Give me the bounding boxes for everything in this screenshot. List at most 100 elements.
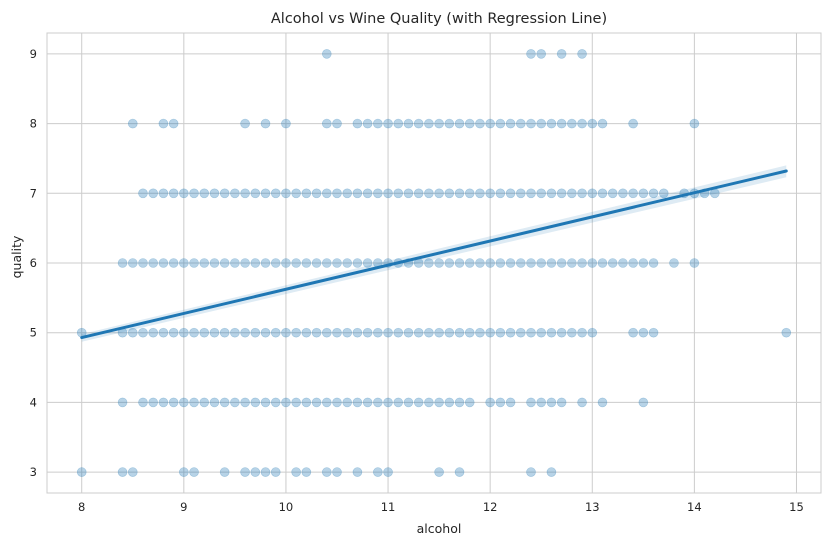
y-tick-labels: 3 4 5 6 7 8 9 [30, 47, 37, 479]
scatter-point-43 [168, 188, 179, 199]
scatter-point-55 [291, 188, 301, 199]
scatter-point-73 [475, 188, 485, 199]
scatter-point-146 [628, 258, 638, 268]
scatter-point-17 [393, 118, 404, 129]
scatter-point-227 [373, 397, 383, 408]
plot-frame [46, 32, 822, 494]
scatter-point-22 [444, 118, 455, 129]
scatter-point-258 [301, 467, 312, 477]
scatter-point-164 [240, 327, 250, 338]
scatter-point-52 [260, 188, 271, 199]
scatter-point-205 [148, 397, 158, 408]
x-tick-label-1: 9 [180, 500, 187, 514]
scatter-point-254 [250, 467, 261, 477]
scatter-point-53 [270, 188, 281, 199]
scatter-point-27 [495, 118, 506, 129]
scatter-point-103 [189, 258, 199, 268]
scatter-point-188 [485, 327, 495, 338]
x-tick-labels: 8 9 10 11 12 13 14 15 [78, 500, 804, 514]
scatter-point-132 [485, 258, 495, 268]
scatter-point-222 [321, 397, 332, 408]
scatter-point-186 [464, 327, 475, 338]
scatter-point-209 [189, 397, 199, 408]
scatter-point-267 [546, 467, 557, 477]
regression-line-layer [80, 169, 788, 340]
scatter-point-88 [628, 188, 638, 199]
scatter-point-182 [424, 327, 434, 338]
scatter-point-30 [526, 118, 536, 129]
scatter-point-191 [515, 327, 526, 338]
scatter-point-237 [485, 397, 495, 408]
scatter-point-2 [536, 49, 547, 59]
scatter-point-33 [556, 118, 567, 129]
scatter-point-245 [597, 397, 608, 408]
scatter-point-193 [536, 327, 547, 338]
scatter-point-167 [270, 327, 281, 338]
scatter-point-221 [311, 397, 322, 408]
scatter-point-35 [577, 118, 587, 129]
scatter-point-183 [434, 327, 444, 338]
scatter-point-65 [393, 188, 404, 199]
scatter-point-162 [219, 327, 230, 338]
scatter-point-249 [127, 467, 138, 477]
scatter-point-58 [321, 188, 332, 199]
scatter-point-212 [219, 397, 230, 408]
scatter-point-168 [281, 327, 291, 338]
scatter-point-196 [567, 327, 577, 338]
scatter-point-158 [179, 327, 189, 338]
scatter-point-238 [495, 397, 506, 408]
scatter-point-61 [352, 188, 363, 199]
scatter-point-145 [618, 258, 628, 268]
scatter-point-105 [209, 258, 220, 268]
scatter-point-137 [536, 258, 547, 268]
scatter-point-198 [587, 327, 598, 338]
scatter-point-59 [332, 188, 342, 199]
scatter-point-69 [434, 188, 444, 199]
scatter-point-244 [577, 397, 587, 408]
chart-title: Alcohol vs Wine Quality (with Regression… [271, 11, 607, 27]
scatter-point-26 [485, 118, 495, 129]
scatter-point-12 [332, 118, 342, 129]
scatter-point-129 [454, 258, 465, 268]
scatter-point-87 [618, 188, 628, 199]
scatter-point-96 [117, 258, 128, 268]
x-tick-label-3: 11 [381, 500, 396, 514]
scatter-point-111 [270, 258, 281, 268]
scatter-point-135 [515, 258, 526, 268]
scatter-point-38 [628, 118, 638, 129]
scatter-point-232 [424, 397, 434, 408]
scatter-point-82 [567, 188, 577, 199]
scatter-point-128 [444, 258, 455, 268]
scatter-point-66 [403, 188, 414, 199]
x-tick-label-5: 13 [585, 500, 600, 514]
scatter-point-215 [250, 397, 261, 408]
scatter-point-179 [393, 327, 404, 338]
scatter-point-133 [495, 258, 506, 268]
scatter-point-6 [158, 118, 169, 129]
scatter-point-110 [260, 258, 271, 268]
scatter-point-104 [199, 258, 210, 268]
y-tick-label-4: 7 [30, 186, 37, 200]
scatter-point-10 [281, 118, 291, 129]
x-tick-label-2: 10 [279, 500, 294, 514]
scatter-point-214 [240, 397, 250, 408]
scatter-point-127 [434, 258, 444, 268]
scatter-point-102 [179, 258, 189, 268]
scatter-point-156 [158, 327, 169, 338]
scatter-point-78 [526, 188, 536, 199]
scatter-point-141 [577, 258, 587, 268]
scatter-point-233 [434, 397, 444, 408]
scatter-point-201 [648, 327, 659, 338]
scatter-point-118 [342, 258, 353, 268]
scatter-point-263 [383, 467, 393, 477]
scatter-point-36 [587, 118, 598, 129]
scatter-point-120 [362, 258, 373, 268]
scatter-point-213 [230, 397, 240, 408]
scatter-point-77 [515, 188, 526, 199]
scatter-point-32 [546, 118, 557, 129]
scatter-point-243 [556, 397, 567, 408]
scatter-point-197 [577, 327, 587, 338]
x-tick-label-6: 14 [687, 500, 702, 514]
scatter-point-3 [556, 49, 567, 59]
scatter-point-185 [454, 327, 465, 338]
